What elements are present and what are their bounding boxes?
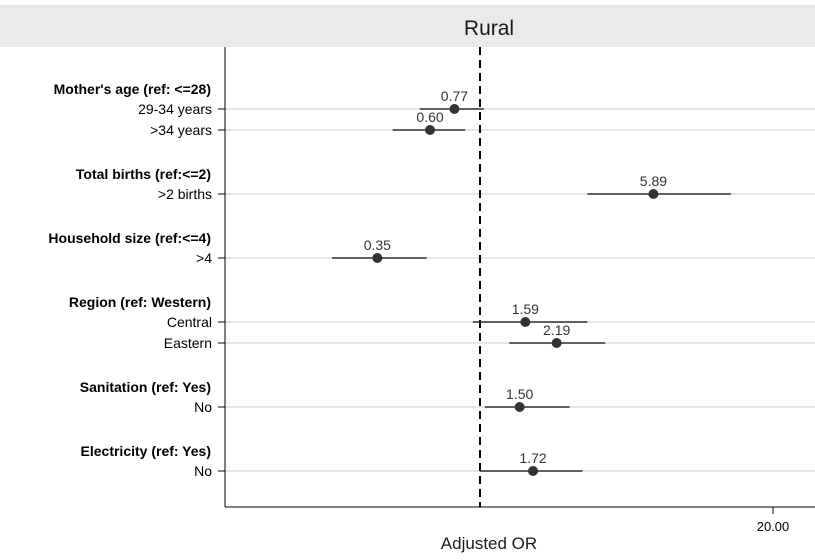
or-point: [425, 125, 435, 135]
or-value-label: 2.19: [543, 322, 570, 338]
or-point: [648, 189, 658, 199]
x-tick-label: 20.00: [757, 519, 790, 534]
row-label: >34 years: [150, 122, 212, 138]
or-point: [449, 104, 459, 114]
or-value-label: 1.59: [512, 301, 539, 317]
row-label: 29-34 years: [138, 101, 212, 117]
or-point: [528, 466, 538, 476]
or-value-label: 0.60: [416, 109, 443, 125]
row-label: >4: [196, 250, 212, 266]
chart-title: Rural: [464, 17, 514, 40]
group-label: Household size (ref:<=4): [48, 230, 211, 246]
or-value-label: 1.72: [519, 450, 546, 466]
or-value-label: 1.50: [506, 386, 533, 402]
row-label: Central: [167, 314, 212, 330]
or-value-label: 0.77: [441, 88, 468, 104]
or-value-label: 5.89: [640, 173, 667, 189]
or-point: [372, 253, 382, 263]
title-strip: [0, 5, 815, 47]
row-label: >2 births: [158, 186, 212, 202]
or-point: [520, 317, 530, 327]
group-label: Sanitation (ref: Yes): [80, 379, 211, 395]
group-label: Total births (ref:<=2): [76, 166, 211, 182]
group-label: Mother's age (ref: <=28): [54, 81, 211, 97]
group-label: Electricity (ref: Yes): [81, 443, 211, 459]
group-label: Region (ref: Western): [69, 294, 211, 310]
row-label: Eastern: [164, 335, 212, 351]
row-label: No: [194, 463, 212, 479]
or-value-label: 0.35: [364, 237, 391, 253]
or-point: [515, 402, 525, 412]
row-label: No: [194, 399, 212, 415]
x-axis-label: Adjusted OR: [441, 534, 537, 553]
or-point: [552, 338, 562, 348]
